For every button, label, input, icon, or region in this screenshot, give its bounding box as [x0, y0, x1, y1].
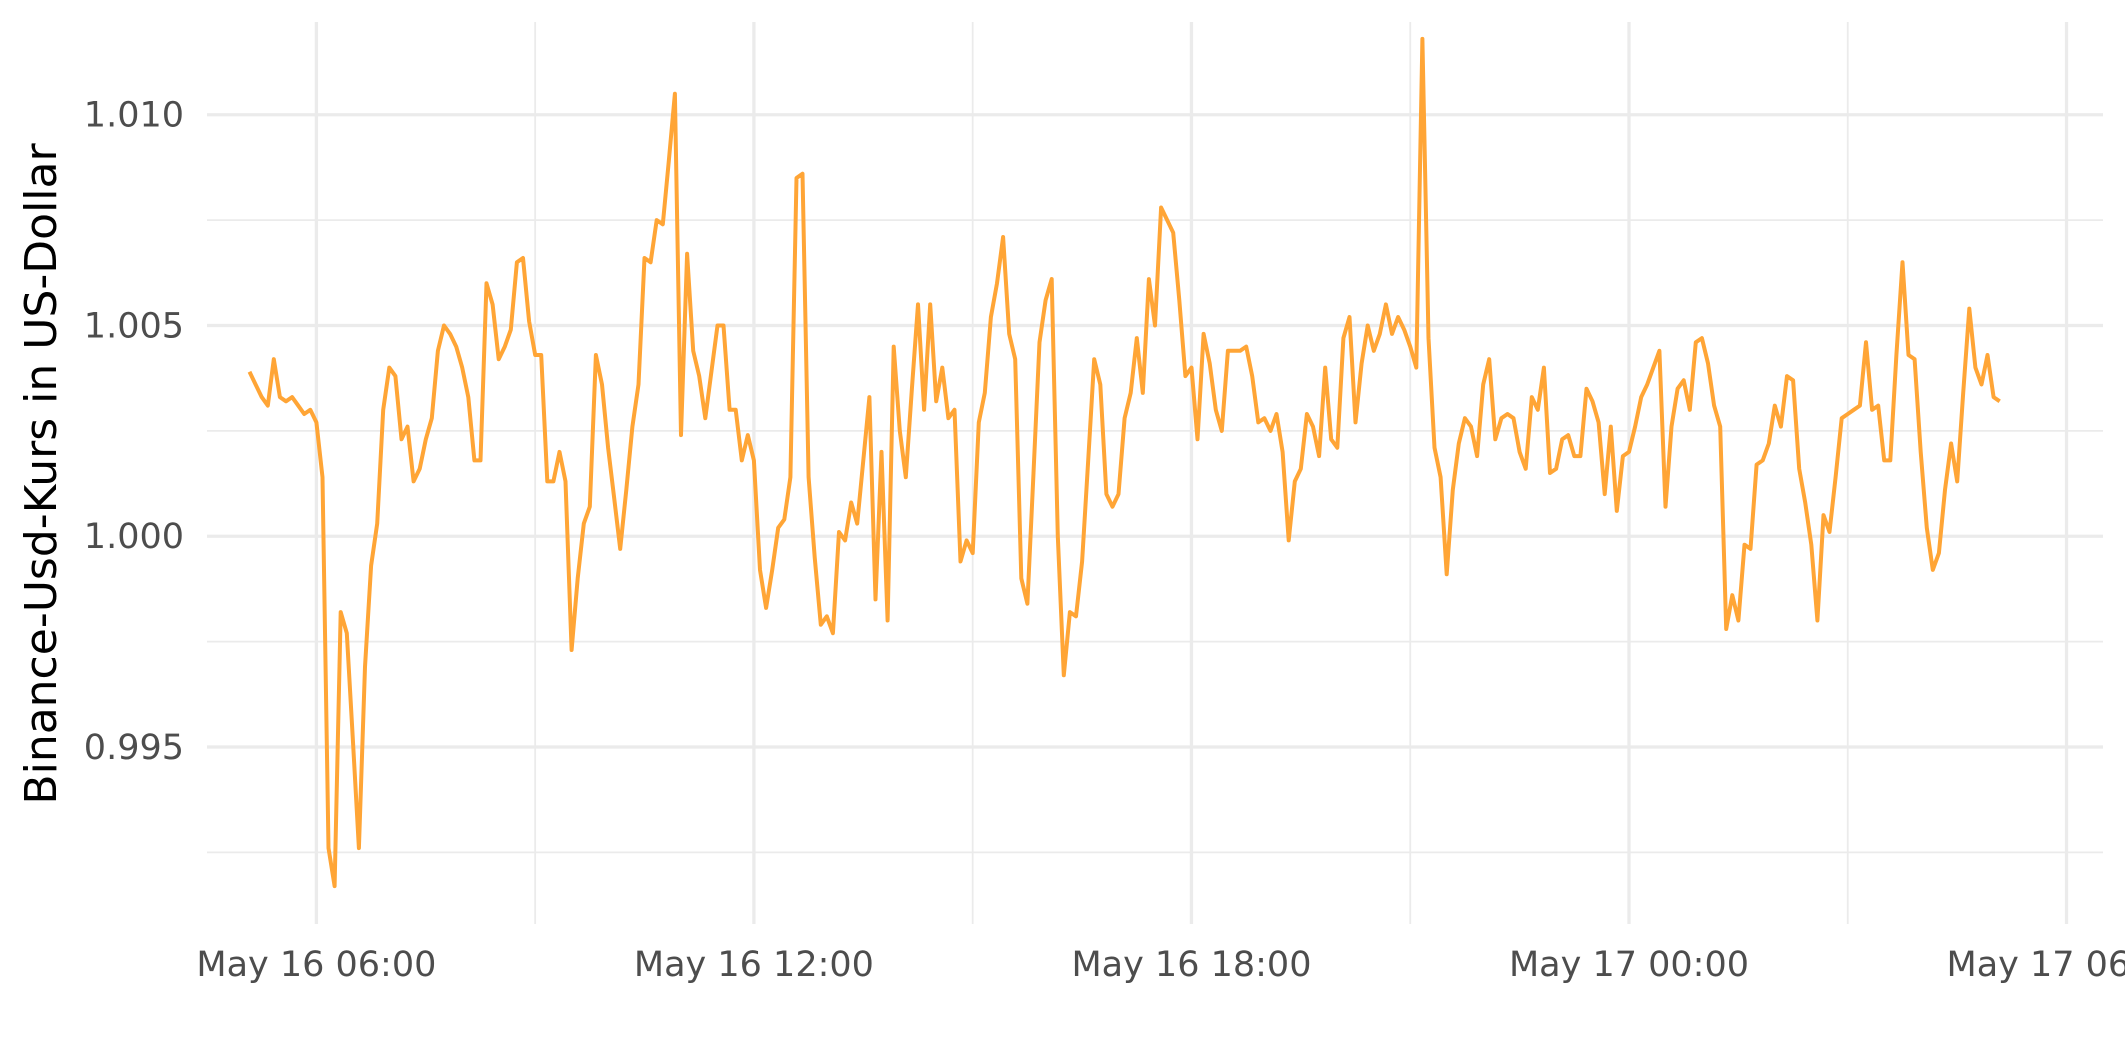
x-tick-label: May 16 06:00 [196, 945, 436, 985]
x-tick-label: May 16 18:00 [1071, 945, 1311, 985]
major-gridlines [207, 22, 2103, 924]
series-layer [247, 36, 2001, 889]
x-tick-labels: May 16 06:00 May 16 12:00 May 16 18:00 May … [196, 945, 2125, 985]
minor-gridlines [207, 22, 2103, 924]
y-tick-label: 0.995 [84, 728, 184, 768]
x-tick-label: May 17 00:00 [1509, 945, 1749, 985]
y-tick-label: 1.005 [84, 306, 184, 346]
y-tick-labels: 0.995 1.000 1.005 1.010 [84, 96, 184, 768]
y-tick-label: 1.010 [84, 96, 184, 136]
y-axis-title: Binance-Usd-Kurs in US-Dollar [16, 143, 67, 805]
y-tick-label: 1.000 [84, 517, 184, 557]
series-line [247, 36, 2001, 889]
x-tick-label: May 17 06:00 [1947, 945, 2125, 985]
x-tick-label: May 16 12:00 [634, 945, 874, 985]
